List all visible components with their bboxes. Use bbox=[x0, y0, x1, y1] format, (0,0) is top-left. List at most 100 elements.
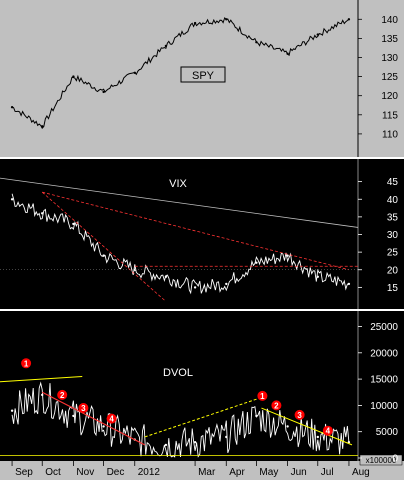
dvol-unit-box bbox=[359, 454, 403, 466]
dvol-trend-down-1 bbox=[41, 391, 146, 446]
spy-panel bbox=[0, 0, 358, 157]
dvol-marker-circle bbox=[322, 425, 333, 436]
dvol-data-point bbox=[286, 425, 289, 428]
dvol-marker-label: 4 bbox=[326, 427, 331, 436]
spy-axis-panel bbox=[358, 0, 404, 157]
dvol-trend-up bbox=[144, 397, 262, 438]
dvol-ytick-label: 10000 bbox=[370, 401, 398, 412]
vix-data-point bbox=[255, 261, 258, 264]
dvol-data-point bbox=[225, 435, 228, 439]
spy-data-point bbox=[255, 41, 258, 44]
vix-ytick-label: 45 bbox=[387, 177, 399, 188]
x-tick-label: Jun bbox=[291, 467, 307, 478]
dvol-top-line bbox=[0, 375, 83, 383]
spy-series-line bbox=[11, 16, 350, 130]
dvol-ytick-label: 20000 bbox=[370, 348, 398, 359]
vix-data-point bbox=[102, 254, 105, 257]
dvol-axis-panel bbox=[358, 311, 404, 461]
vix-data-point bbox=[193, 286, 197, 289]
spy-data-point bbox=[102, 90, 105, 94]
spy-ytick-label: 125 bbox=[381, 72, 398, 83]
x-tick-label: May bbox=[259, 467, 278, 478]
vix-series-line bbox=[11, 193, 349, 295]
spy-data-point bbox=[193, 21, 197, 25]
vix-label: VIX bbox=[169, 178, 187, 190]
dvol-marker-circle bbox=[294, 409, 305, 420]
spy-ytick-label: 140 bbox=[381, 15, 398, 26]
vix-ytick-label: 25 bbox=[387, 248, 399, 259]
spy-ytick-label: 110 bbox=[382, 129, 398, 140]
dvol-marker-circle bbox=[21, 358, 32, 369]
dvol-panel bbox=[0, 311, 358, 461]
vix-data-point bbox=[10, 198, 14, 201]
dvol-ytick-label: 15000 bbox=[370, 375, 398, 386]
x-axis-strip bbox=[0, 461, 404, 480]
dvol-marker-label: 4 bbox=[109, 415, 114, 424]
dvol-data-point bbox=[193, 441, 197, 444]
dvol-marker-circle bbox=[57, 389, 68, 400]
spy-ytick-label: 115 bbox=[382, 110, 398, 121]
dvol-ytick-label: 0 bbox=[392, 454, 398, 465]
dvol-data-point bbox=[316, 435, 319, 439]
vix-data-point bbox=[347, 282, 351, 286]
vix-trend-down-steep bbox=[41, 191, 167, 302]
dvol-marker-label: 3 bbox=[81, 404, 86, 413]
spy-data-point bbox=[133, 71, 136, 75]
dvol-data-point bbox=[102, 425, 105, 428]
vix-trend-down-shallow bbox=[42, 191, 350, 271]
vix-ytick-label: 30 bbox=[387, 230, 399, 241]
dvol-marker-label: 2 bbox=[274, 401, 279, 410]
dvol-marker-label: 2 bbox=[60, 391, 65, 400]
dvol-data-point bbox=[41, 393, 44, 397]
spy-ytick-label: 135 bbox=[381, 34, 398, 45]
dvol-marker-label: 3 bbox=[297, 411, 302, 420]
vix-data-point bbox=[286, 254, 289, 257]
dvol-trend-down-2 bbox=[261, 407, 353, 446]
vix-data-point bbox=[133, 268, 136, 271]
dvol-series-line bbox=[11, 381, 350, 458]
spy-data-point bbox=[10, 106, 14, 109]
dvol-marker-circle bbox=[271, 400, 282, 411]
dvol-data-point bbox=[347, 441, 351, 444]
spy-data-point bbox=[164, 44, 168, 48]
x-axis-layer: Sep Oct Nov Dec 2012 Mar Apr May Jun Jul Aug bbox=[11, 461, 370, 478]
vix-ytick-label: 40 bbox=[387, 195, 399, 206]
dvol-label: DVOL bbox=[163, 367, 193, 379]
vix-axis-panel bbox=[358, 159, 404, 309]
x-tick-label: Oct bbox=[45, 467, 61, 478]
dvol-unit-label: x100000 bbox=[366, 456, 397, 465]
vix-ytick-label: 35 bbox=[387, 212, 399, 223]
dvol-data-point bbox=[164, 443, 168, 447]
x-tick-label: 2012 bbox=[138, 467, 161, 478]
dvol-marker-label: 1 bbox=[260, 392, 265, 401]
spy-ytick-label: 120 bbox=[381, 91, 398, 102]
x-tick-label: Jul bbox=[321, 467, 334, 478]
x-tick-label: Mar bbox=[198, 467, 216, 478]
vix-panel bbox=[0, 159, 358, 309]
vix-data-point bbox=[41, 212, 44, 215]
spy-ytick-label: 130 bbox=[381, 53, 398, 64]
x-tick-label: Nov bbox=[76, 467, 94, 478]
dvol-ytick-label: 5000 bbox=[376, 427, 399, 438]
y-axis-layer: 110 115 120 125 130 135 140 15 20 25 30 35 40 45 0 5000… bbox=[358, 15, 398, 465]
vix-ytick-label: 15 bbox=[387, 283, 399, 294]
spy-data-point bbox=[72, 75, 75, 78]
vix-data-point bbox=[72, 222, 75, 226]
spy-label: SPY bbox=[192, 70, 215, 82]
spy-data-point bbox=[225, 18, 228, 21]
dvol-data-point bbox=[72, 414, 75, 418]
spy-label-box bbox=[180, 66, 226, 83]
dvol-data-point bbox=[10, 409, 14, 412]
vix-series-layer bbox=[0, 177, 359, 302]
x-tick-label: Aug bbox=[352, 467, 370, 478]
dvol-marker-circle bbox=[78, 403, 89, 413]
dvol-marker-circle bbox=[106, 413, 117, 424]
dvol-marker-label: 1 bbox=[24, 359, 29, 368]
vix-long-trendline bbox=[0, 177, 359, 228]
vix-data-point bbox=[164, 275, 168, 278]
spy-data-point bbox=[316, 33, 319, 36]
spy-data-point bbox=[347, 18, 351, 21]
vix-ytick-label: 20 bbox=[387, 265, 399, 276]
x-tick-label: Dec bbox=[107, 467, 125, 478]
